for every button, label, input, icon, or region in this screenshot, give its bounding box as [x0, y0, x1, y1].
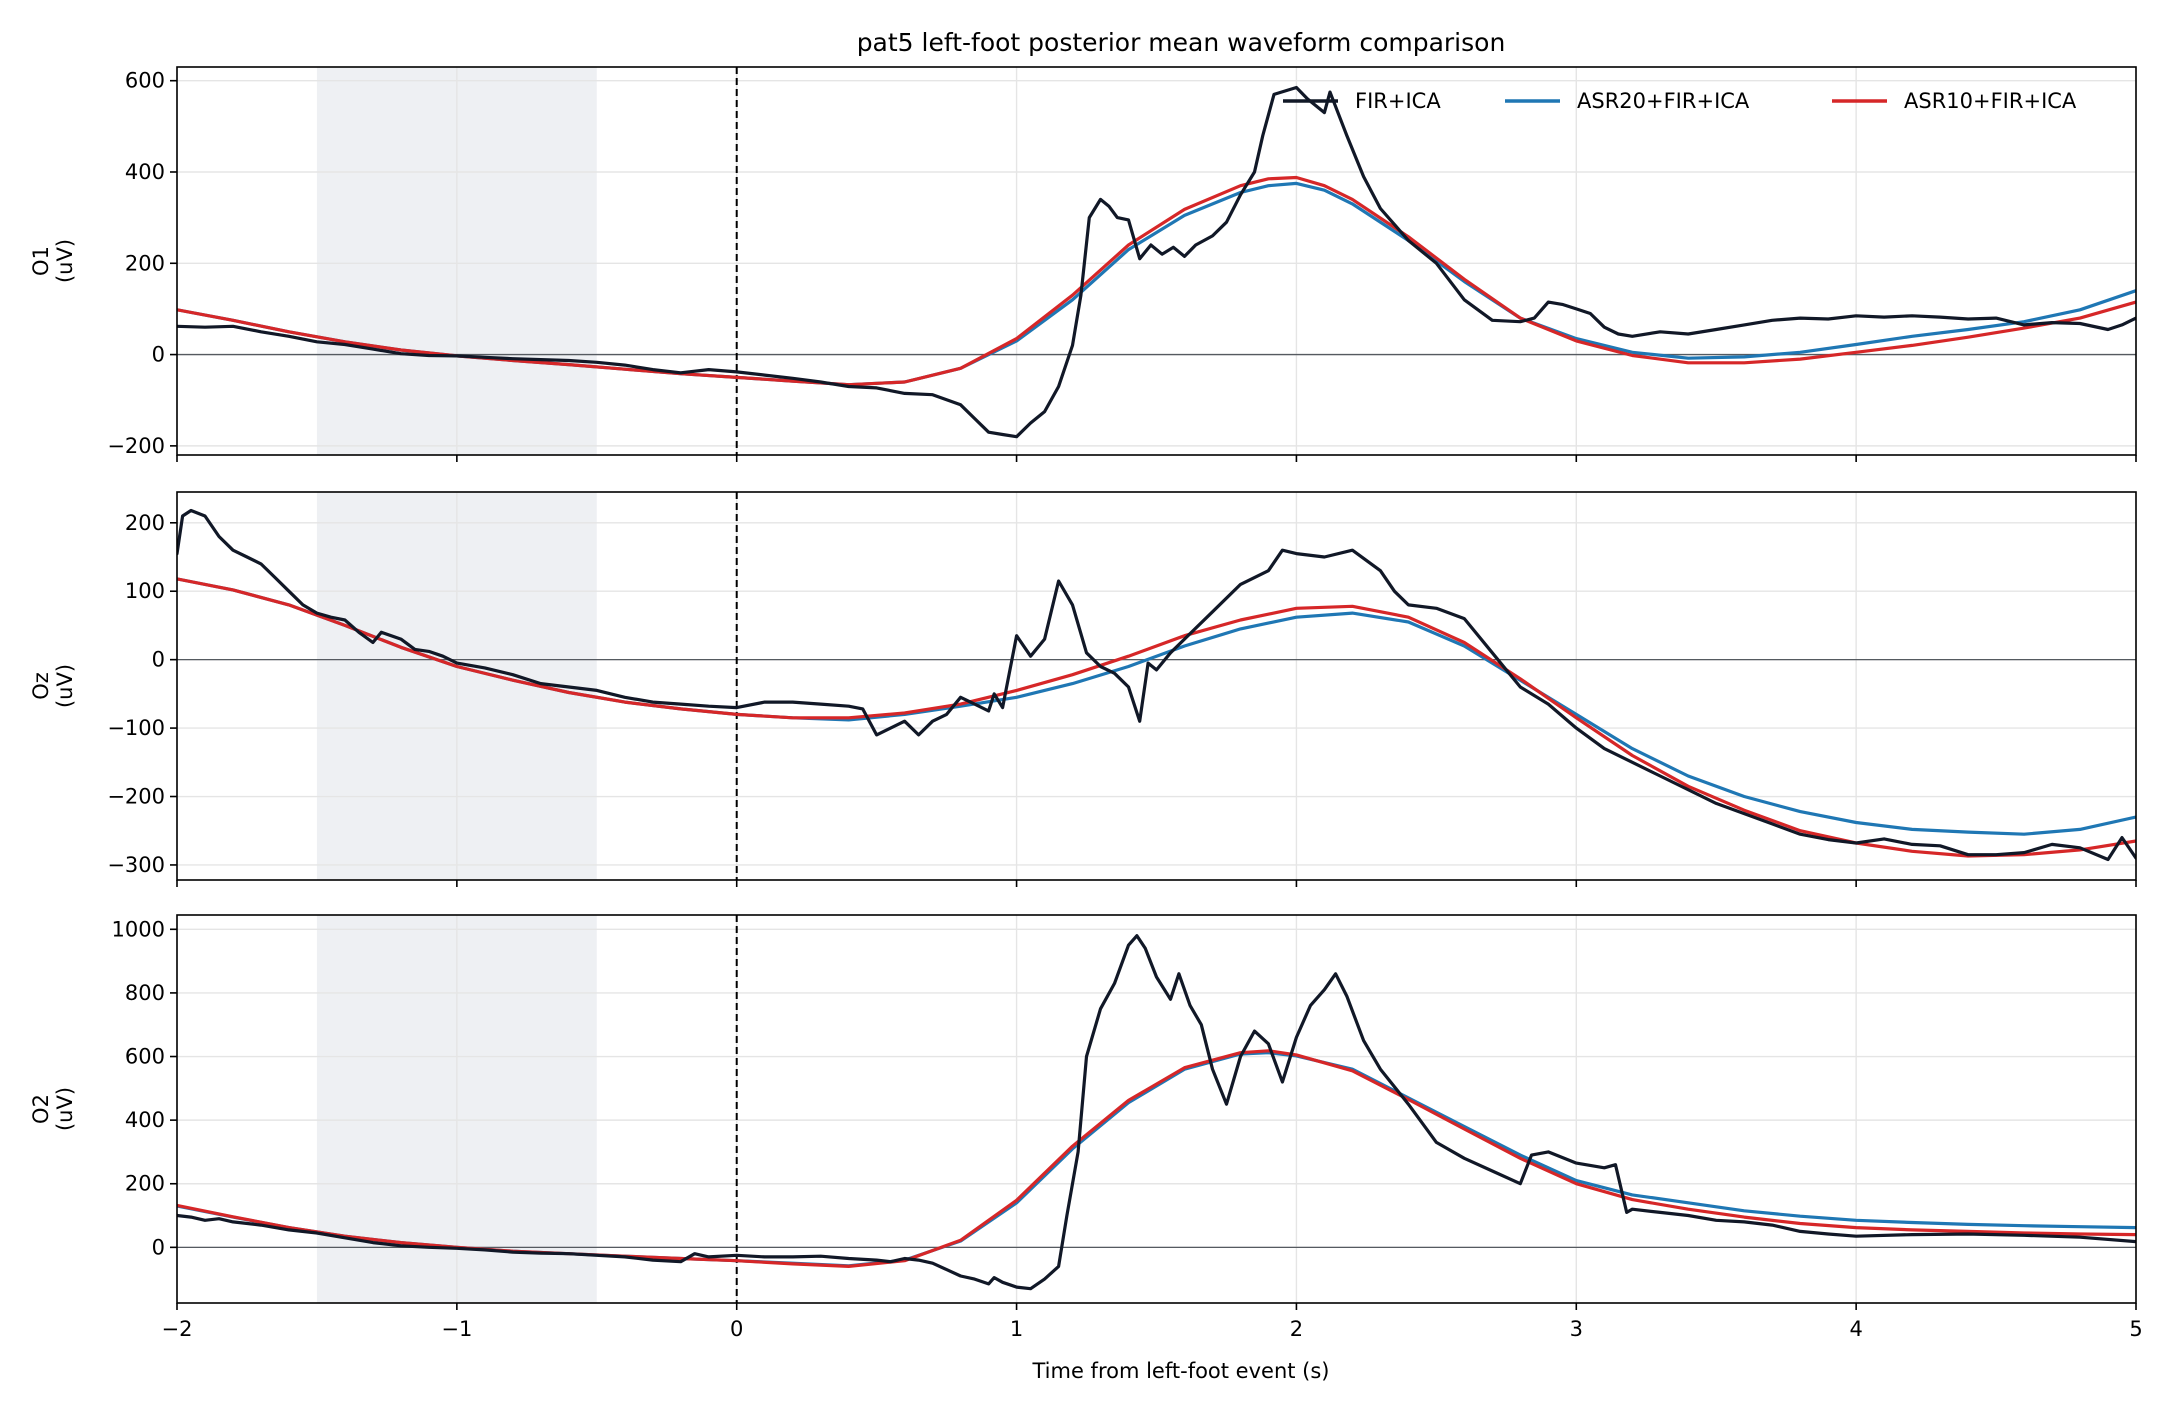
y-axis-label-line: O2 [29, 1094, 53, 1124]
series-group [177, 508, 2136, 862]
y-axis-label-line: O1 [29, 246, 53, 276]
series-line-fir-ica [177, 508, 2136, 862]
series-line-asr10-fir-ica [177, 577, 2136, 858]
legend-label-fir-ica: FIR+ICA [1355, 89, 1441, 113]
y-axis-label: O1(uV) [29, 239, 77, 283]
panels: −2000200400600O1(uV)−300−200−1000100200O… [29, 66, 2143, 1341]
panel-oz: −300 −200 −100 0 100 200 Oz(uV) [29, 491, 2137, 887]
y-tick-label: −200 [107, 785, 165, 809]
series-line-asr10-fir-ica [177, 175, 2136, 387]
x-tick-label: 0 [730, 1317, 743, 1341]
y-axis-label: O2(uV) [29, 1087, 77, 1131]
y-axis-label: Oz(uV) [29, 664, 77, 708]
x-tick-label: 2 [1290, 1317, 1303, 1341]
legend-label-asr20-fir-ica: ASR20+FIR+ICA [1577, 89, 1750, 113]
y-tick-label: −100 [107, 716, 165, 740]
series-group [177, 934, 2136, 1291]
series-group [177, 85, 2136, 439]
y-tick-label: −200 [107, 434, 165, 458]
y-tick-label: 200 [125, 251, 165, 275]
y-tick-label: 800 [125, 981, 165, 1005]
y-tick-label: 0 [152, 343, 165, 367]
y-axis-label-line: Oz [29, 672, 53, 700]
legend: FIR+ICA ASR20+FIR+ICA ASR10+FIR+ICA [1283, 89, 2077, 113]
y-tick-label: 100 [125, 579, 165, 603]
axes-frame [176, 491, 2137, 881]
y-tick-label: 600 [125, 1045, 165, 1069]
x-tick-label: −2 [162, 1317, 193, 1341]
legend-label-asr10-fir-ica: ASR10+FIR+ICA [1904, 89, 2077, 113]
axes-frame [176, 66, 2137, 456]
y-tick-label: 1000 [112, 917, 165, 941]
x-tick-label: 3 [1570, 1317, 1583, 1341]
y-tick-label: 400 [125, 1108, 165, 1132]
y-tick-label: 600 [125, 69, 165, 93]
y-axis-label-line: (uV) [53, 664, 77, 708]
x-tick-label: 5 [2129, 1317, 2142, 1341]
x-tick-label: 4 [1849, 1317, 1862, 1341]
panel-o1: −200 0 200 400 600 O1(uV) [29, 66, 2137, 462]
y-axis-label-line: (uV) [53, 239, 77, 283]
series-line-fir-ica [177, 85, 2136, 439]
panel-o2: 0 200 400 600 800 1000 −2 −1 0 1 2 3 4 5 O2(uV) [29, 914, 2143, 1341]
y-tick-label: 0 [152, 648, 165, 672]
x-axis-label: Time from left-foot event (s) [1031, 1359, 1329, 1383]
y-tick-label: 400 [125, 160, 165, 184]
x-tick-label: 1 [1010, 1317, 1023, 1341]
y-tick-label: 200 [125, 511, 165, 535]
y-tick-label: 200 [125, 1172, 165, 1196]
y-axis-label-line: (uV) [53, 1087, 77, 1131]
chart-title: pat5 left-foot posterior mean waveform c… [857, 28, 1506, 57]
axes-frame [176, 914, 2137, 1304]
x-tick-label: −1 [441, 1317, 472, 1341]
y-tick-label: −300 [107, 853, 165, 877]
series-line-fir-ica [177, 934, 2136, 1291]
y-tick-label: 0 [152, 1235, 165, 1259]
